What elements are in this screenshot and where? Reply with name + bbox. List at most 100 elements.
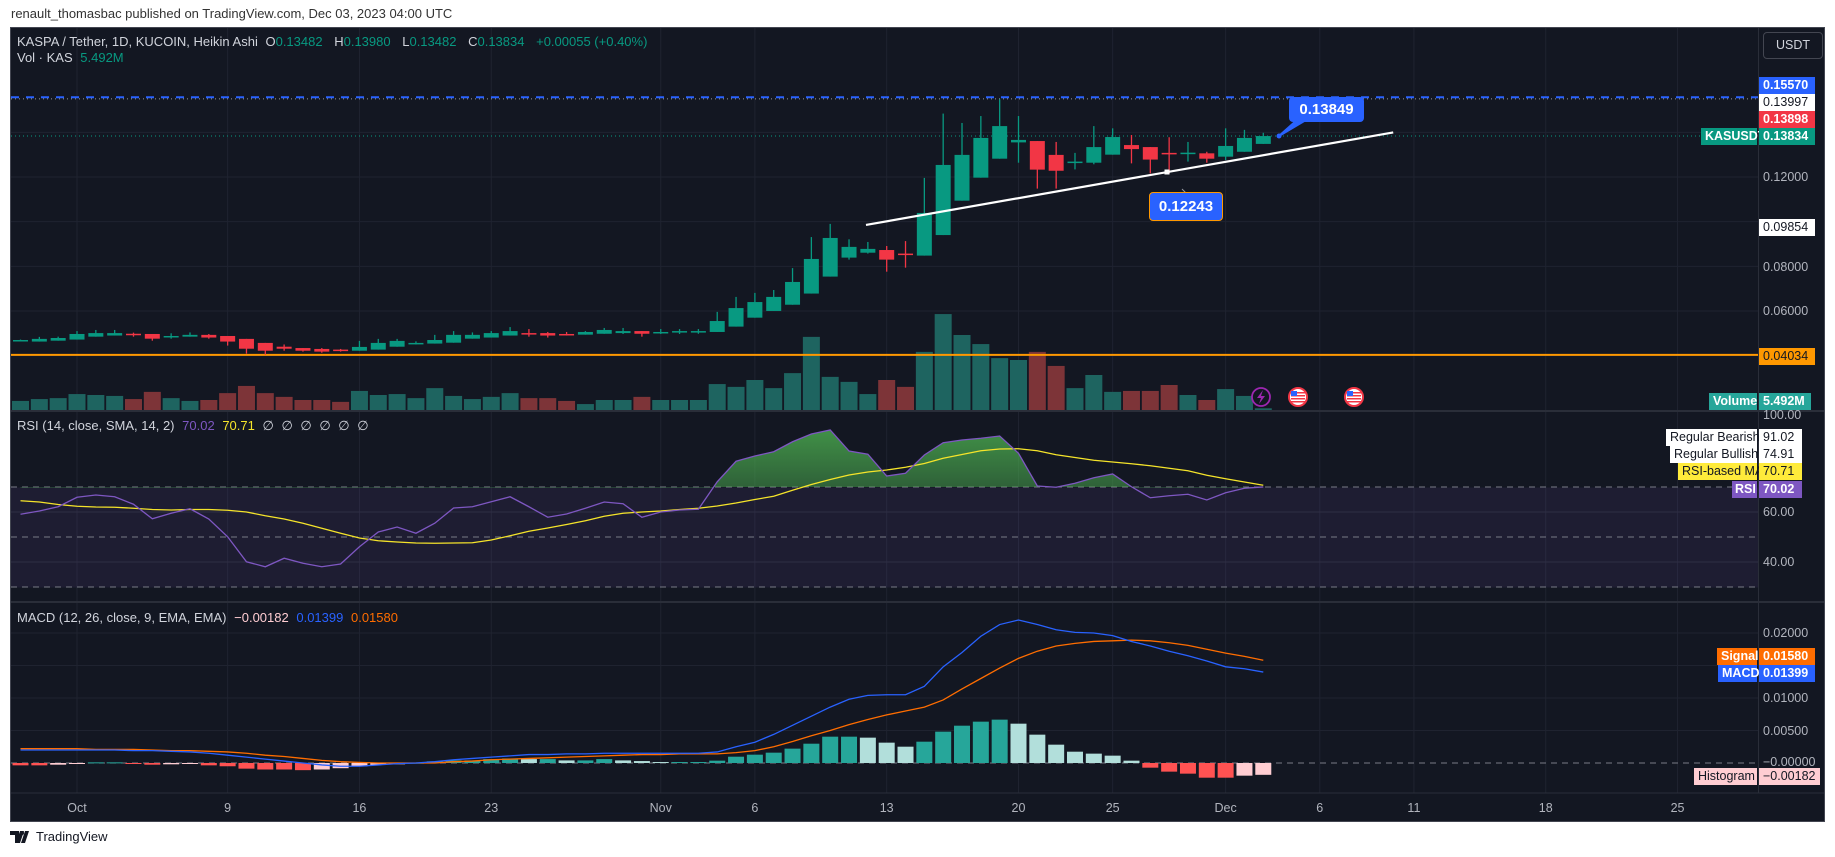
candle-body (125, 333, 141, 336)
candle (728, 296, 744, 327)
callout-anchor (1164, 169, 1170, 175)
volume-bar (878, 380, 896, 410)
candle-body (257, 342, 273, 351)
flag-stripe (1347, 401, 1361, 403)
rsi-overbought-fill (20, 430, 1264, 488)
high-value: 0.13980 (343, 34, 391, 49)
candle-body (935, 164, 951, 236)
histogram-bar (1029, 734, 1046, 763)
rsi-ma-tag: RSI-based MA (1678, 463, 1763, 480)
candle-body (879, 250, 895, 260)
histogram-bar (50, 763, 67, 765)
histogram-bar (615, 760, 632, 763)
histogram-bar (200, 763, 217, 766)
candle (1029, 141, 1045, 189)
time-axis-label: Dec (1214, 801, 1237, 815)
candle-body (107, 333, 123, 336)
lightning-event-icon (1251, 387, 1271, 407)
candle (13, 339, 29, 342)
volume-bar (708, 384, 726, 410)
candle-body (1067, 161, 1083, 164)
histogram-bar (991, 719, 1008, 763)
rsi-ma-line (20, 448, 1264, 544)
rsi-ma-legend-value: 70.71 (222, 418, 255, 433)
bearish-tag: Regular Bearish (1666, 429, 1760, 446)
candle (822, 223, 838, 277)
candle-body (1199, 153, 1215, 159)
candle-body (144, 333, 160, 339)
candle (785, 268, 801, 305)
histogram-bar (1104, 755, 1121, 763)
candle (559, 331, 575, 336)
candle (898, 241, 914, 268)
volume-bar (181, 400, 199, 410)
histogram-bar (520, 759, 537, 763)
volume-bar (614, 400, 632, 410)
tradingview-logo[interactable]: TradingView (10, 829, 108, 844)
volume-legend[interactable]: Vol · KAS 5.492M (17, 50, 128, 65)
candle-body (973, 137, 989, 178)
candle-body (1048, 154, 1064, 171)
volume-bar (200, 400, 218, 410)
drawings[interactable] (865, 119, 1394, 227)
price-callout-lower[interactable]: 0.12243 (1149, 192, 1223, 221)
volume-bar (746, 380, 764, 410)
candle (88, 329, 104, 337)
candle (107, 329, 123, 336)
flag-stripe (1291, 398, 1305, 400)
candle (672, 329, 688, 334)
histogram-bar (351, 763, 368, 767)
candle-body (785, 281, 801, 305)
change-value: +0.00055 (+0.40%) (536, 34, 648, 49)
candle (1218, 128, 1234, 161)
signal-badge: 0.01580 (1759, 648, 1815, 665)
signal-legend-value: 0.01580 (350, 610, 398, 625)
candle-body (841, 246, 857, 258)
flag-circle (1288, 387, 1308, 407)
volume-bar (68, 394, 86, 410)
publish-info: renault_thomasbac published on TradingVi… (11, 6, 453, 21)
histogram-bar (106, 762, 123, 764)
tradingview-logo-icon (10, 830, 29, 843)
symbol-legend[interactable]: KASPA / Tether, 1D, KUCOIN, Heikin Ashi … (17, 34, 651, 49)
candle-body (596, 329, 612, 334)
histogram-bar (539, 759, 556, 763)
candle-body (163, 335, 179, 338)
candle-body (709, 321, 725, 332)
rsi-legend[interactable]: RSI (14, close, SMA, 14, 2) 70.02 70.71 … (17, 418, 373, 434)
trend-end-price-badge: 0.13997 (1759, 94, 1815, 111)
macd-legend-value: 0.01399 (296, 610, 344, 625)
rsi-legend-value: 70.02 (182, 418, 215, 433)
macd-legend[interactable]: MACD (12, 26, close, 9, EMA, EMA) −0.001… (17, 610, 402, 625)
volume-bar (972, 344, 990, 410)
volume-bar (558, 400, 576, 410)
candle-body (31, 338, 47, 342)
candle (935, 113, 951, 236)
price-callout-upper[interactable]: 0.13849 (1289, 97, 1364, 122)
volume-bar (539, 398, 557, 410)
flag-canton (1347, 391, 1353, 396)
candle-body (1218, 145, 1234, 157)
candle-body (220, 335, 236, 342)
price-tick: 0.08000 (1763, 260, 1809, 274)
macd-legend-title: MACD (12, 26, close, 9, EMA, EMA) (17, 610, 227, 625)
histogram-bar (916, 741, 933, 763)
candle (521, 329, 537, 337)
candle-body (766, 296, 782, 311)
candle-body (427, 340, 443, 344)
volume-bar (1122, 390, 1140, 410)
histogram-bar (1048, 744, 1065, 763)
trend-line (865, 131, 1394, 227)
bearish-badge: 91.02 (1759, 429, 1802, 446)
callout-pointer (1278, 119, 1310, 137)
currency-button[interactable]: USDT (1763, 32, 1823, 59)
candle (1048, 141, 1064, 189)
histogram-bar (238, 763, 255, 769)
candle-body (672, 331, 688, 333)
candle-body (314, 348, 330, 352)
volume-bar (727, 386, 745, 410)
event-markers[interactable] (1251, 387, 1364, 407)
rsi-empty-value: ∅ (262, 418, 274, 433)
candle (916, 177, 932, 256)
